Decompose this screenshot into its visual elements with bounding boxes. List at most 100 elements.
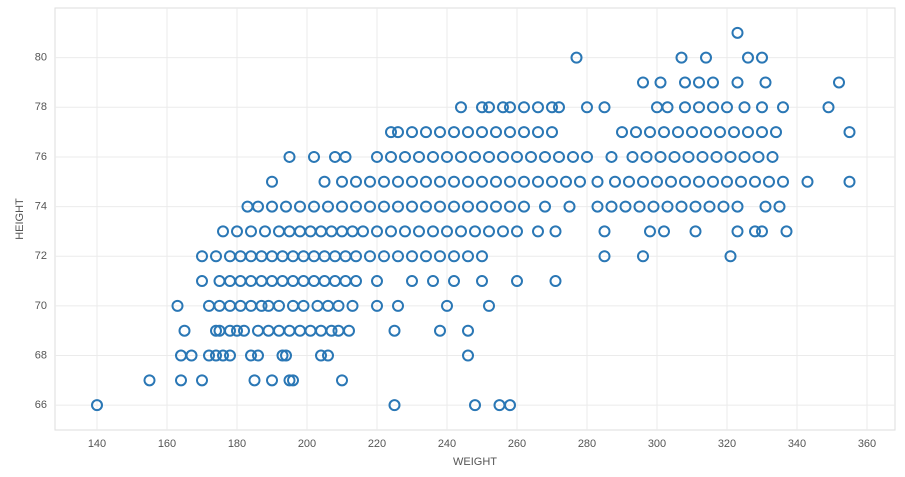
point <box>539 200 551 213</box>
point <box>273 324 285 337</box>
point <box>231 225 243 238</box>
point <box>752 150 765 163</box>
point <box>283 150 296 163</box>
point <box>609 175 621 188</box>
point <box>497 150 509 163</box>
point <box>434 250 446 263</box>
point <box>721 175 733 188</box>
point <box>504 399 516 412</box>
point <box>171 299 184 312</box>
point <box>350 275 362 288</box>
point <box>238 324 250 337</box>
point <box>469 150 481 163</box>
point <box>280 200 292 213</box>
y-tick-label: 66 <box>35 399 47 411</box>
point <box>483 225 495 238</box>
point <box>339 150 352 163</box>
point <box>549 275 562 288</box>
point <box>388 324 401 337</box>
point <box>525 150 537 163</box>
point <box>385 126 397 139</box>
point <box>210 324 222 337</box>
point <box>567 150 579 163</box>
point <box>658 126 670 139</box>
point <box>843 175 856 188</box>
point <box>707 175 719 188</box>
x-tick-label: 300 <box>648 438 666 450</box>
point <box>185 349 198 362</box>
point <box>469 225 481 238</box>
point <box>385 225 397 238</box>
point <box>518 101 530 114</box>
x-tick-label: 140 <box>88 438 106 450</box>
point <box>490 126 502 139</box>
point <box>700 51 712 64</box>
point <box>518 200 530 213</box>
point <box>630 126 642 139</box>
point <box>399 225 411 238</box>
point <box>469 399 481 412</box>
point <box>364 250 376 263</box>
point <box>266 374 278 387</box>
point <box>661 200 674 213</box>
x-tick-label: 160 <box>158 438 176 450</box>
point <box>252 349 264 362</box>
point <box>336 225 348 238</box>
point <box>294 324 306 337</box>
point <box>546 126 558 139</box>
point <box>497 101 509 114</box>
point <box>406 250 418 263</box>
point <box>721 101 733 114</box>
point <box>294 200 306 213</box>
point <box>378 250 390 263</box>
point <box>280 349 292 362</box>
point <box>749 175 761 188</box>
point <box>504 126 516 139</box>
point <box>392 175 404 188</box>
point <box>420 175 432 188</box>
point <box>248 374 261 387</box>
point <box>511 225 523 238</box>
point <box>175 374 187 387</box>
point <box>322 200 334 213</box>
point <box>822 101 835 114</box>
point <box>605 150 618 163</box>
point <box>255 299 268 312</box>
point <box>315 225 327 238</box>
x-tick-label: 320 <box>718 438 736 450</box>
point <box>210 349 222 362</box>
point <box>350 200 362 213</box>
point <box>203 349 215 362</box>
point <box>308 150 320 163</box>
point <box>294 225 306 238</box>
point <box>346 299 359 312</box>
point <box>693 76 705 89</box>
x-tick-label: 260 <box>508 438 526 450</box>
point <box>388 399 401 412</box>
point <box>476 126 488 139</box>
point <box>371 299 383 312</box>
point <box>563 200 576 213</box>
point <box>700 126 712 139</box>
point <box>259 225 271 238</box>
point <box>339 275 352 288</box>
point <box>392 250 404 263</box>
point <box>427 275 439 288</box>
point <box>539 150 551 163</box>
point <box>780 225 793 238</box>
point <box>371 150 383 163</box>
point <box>231 324 243 337</box>
point <box>679 76 691 89</box>
point <box>448 250 460 263</box>
point <box>623 175 635 188</box>
point <box>483 299 495 312</box>
y-tick-label: 78 <box>35 101 47 113</box>
point <box>570 51 583 64</box>
point <box>476 101 488 114</box>
point <box>707 76 719 89</box>
y-tick-label: 68 <box>35 349 47 361</box>
point <box>735 175 747 188</box>
point <box>315 324 327 337</box>
point <box>546 101 558 114</box>
point <box>336 175 348 188</box>
